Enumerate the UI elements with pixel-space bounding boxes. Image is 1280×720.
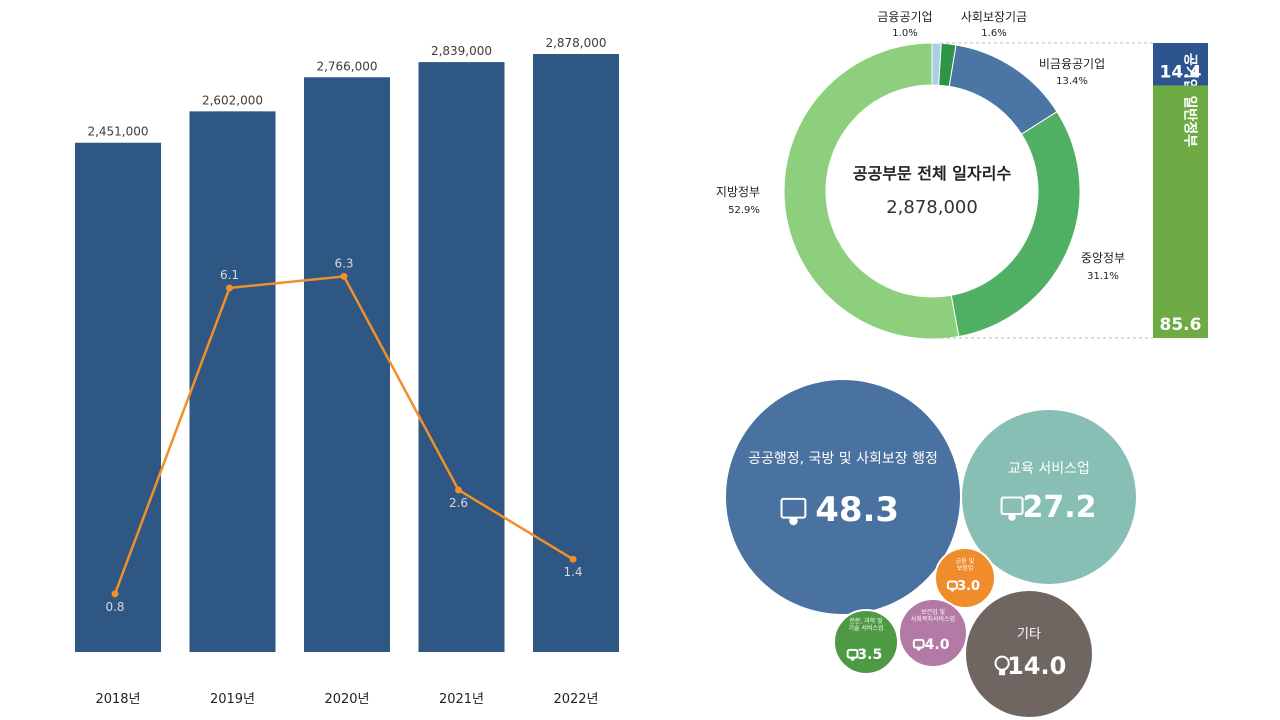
donut-slice-label-0: 금융공기업 [877,10,932,24]
bar-0 [75,142,161,652]
donut-slice-pct-0: 1.0% [892,28,917,39]
donut-slice-label-4: 지방정부 [716,185,760,199]
donut-center-value: 2,878,000 [886,197,978,218]
donut-slice-pct-1: 1.6% [981,28,1006,39]
growth-rate-point-3 [455,486,462,494]
donut-slice-pct-4: 52.9% [728,205,760,216]
people-board-icon [780,497,807,526]
money-icon [946,580,958,592]
donut-slice-label-3: 중앙정부 [1081,251,1125,265]
stack-segment-1 [1153,85,1208,338]
growth-rate-label-4: 1.4 [563,565,582,579]
bar-2 [304,77,390,652]
bubble-value-3: 4.0 [925,637,950,653]
industry-bubble-chart: 공공행정, 국방 및 사회보장 행정 48.3 교육 서비스업 27.2 금융 및보험업… [724,378,1138,719]
bar-value-label-0: 2,451,000 [87,125,148,139]
donut-slice-4 [783,42,960,340]
bar-4 [533,54,619,652]
growth-rate-label-0: 0.8 [105,600,124,614]
hand-heart-icon-dot [916,647,921,651]
bubble-label-5: 기타 [1017,627,1041,642]
bubble-label-3-b: 사회복지서비스업 [911,615,955,623]
bar-value-label-4: 2,878,000 [545,36,606,50]
bubble-label-2-b: 보험업 [957,564,974,572]
x-tick-label-4: 2022년 [553,692,598,707]
bubble-2 [934,547,996,609]
bubble-1 [960,408,1138,586]
bar-value-label-2: 2,766,000 [316,59,377,73]
stack-segment-label-1: 일반정부 [1182,95,1199,147]
bubble-value-5: 14.0 [1007,652,1066,680]
lightbulb-icon [994,655,1010,676]
bubble-3 [898,598,968,668]
people-board-icon-dot [789,516,798,526]
bubble-value-0: 48.3 [815,490,899,530]
lightbulb-icon-base [999,670,1006,676]
bubble-label-3-a: 보건업 및 [921,608,945,616]
teacher-board-icon [1000,496,1024,521]
lightbulb-icon-bulb [994,655,1010,671]
bubble-label-4-b: 기술 서비스업 [848,624,883,632]
microscope-icon [846,648,859,661]
stack-segment-value-1: 85.6 [1160,315,1202,335]
donut-slice-label-2: 비금융공기업 [1039,57,1105,71]
growth-rate-point-2 [340,272,348,280]
bar-3 [418,62,505,653]
donut-slice-label-1: 사회보장기금 [961,10,1027,24]
bubble-5 [964,589,1094,719]
bubble-label-4-a: 전문, 과학 및 [849,617,883,625]
bubble-value-4: 3.5 [857,647,882,663]
stack-segment-0 [1153,43,1208,86]
growth-rate-label-2: 6.3 [334,256,353,270]
growth-rate-point-4 [569,555,577,563]
bar-value-label-3: 2,839,000 [431,44,492,58]
stack-segment-value-0: 14.4 [1160,62,1202,82]
bubble-value-1: 27.2 [1023,490,1097,525]
x-tick-label-1: 2019년 [210,692,255,707]
sector-donut-chart: 금융공기업 1.0% 사회보장기금 1.6% 비금융공기업 13.4% 중앙정부 31.1% 지… [716,10,1125,340]
donut-center-title: 공공부문 전체 일자리수 [853,164,1012,183]
bubble-value-2: 3.0 [957,579,980,594]
annual-jobs-bar-chart: 2,451,000 2018년 2,602,000 2019년 2,766,000 202… [75,36,619,707]
bubble-label-0: 공공행정, 국방 및 사회보장 행정 [748,451,938,467]
stack-segment-label-0: 공기업 [1182,53,1198,92]
x-tick-label-3: 2021년 [439,692,484,707]
teacher-board-icon-dot [1008,513,1016,521]
bar-value-label-1: 2,602,000 [202,93,263,107]
microscope-icon-dot [850,657,855,661]
bubble-label-2-a: 금융 및 [956,558,975,565]
bubble-label-1: 교육 서비스업 [1008,461,1090,477]
money-icon-dot [950,588,955,592]
growth-rate-label-1: 6.1 [220,268,239,282]
x-tick-label-2: 2020년 [324,692,369,707]
donut-slice-pct-3: 31.1% [1087,271,1119,282]
growth-rate-point-1 [226,284,233,292]
hand-heart-icon [912,638,925,651]
donut-slice-pct-2: 13.4% [1056,76,1088,87]
x-tick-label-0: 2018년 [95,692,140,707]
bar-1 [189,111,276,653]
donut-slice-3 [950,111,1081,338]
growth-rate-point-0 [111,590,119,598]
growth-rate-label-3: 2.6 [449,496,468,510]
